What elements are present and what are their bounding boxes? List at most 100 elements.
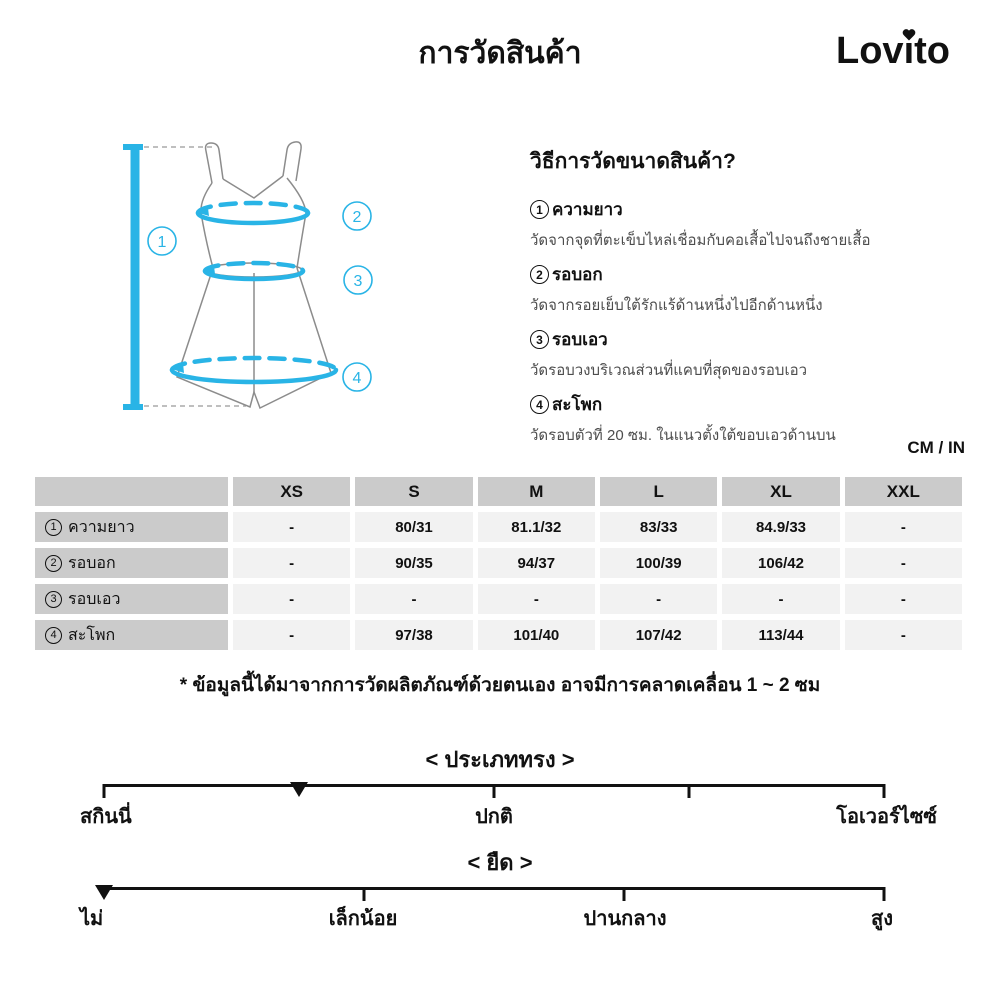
table-cell: -: [844, 512, 962, 542]
scale-tick: [102, 784, 106, 798]
fit-label-oversize: โอเวอร์ไซซ์: [836, 806, 937, 828]
stretch-scale-title: < ยืด >: [467, 850, 533, 875]
table-cell: 90/35: [355, 548, 473, 578]
circled-number-1: 1: [45, 518, 62, 536]
row-header-waist: 3 รอบเอว: [35, 584, 228, 614]
left-side: [200, 182, 214, 269]
row-label: รอบอก: [68, 554, 116, 572]
fit-type-scale-track: [102, 782, 886, 798]
stretch-label-none: ไม่: [80, 908, 104, 930]
table-cell: 107/42: [600, 620, 718, 650]
column-header-l: L: [600, 477, 718, 506]
fit-type-marker-icon: [290, 782, 308, 797]
waist-line-front: [202, 268, 306, 282]
table-cell: 84.9/33: [722, 512, 840, 542]
table-cell: -: [844, 548, 962, 578]
table-cell: -: [355, 584, 473, 614]
guide-item-label: ความยาว: [552, 200, 623, 219]
neckline: [222, 175, 284, 199]
guide-item-label: รอบเอว: [552, 330, 608, 349]
table-cell: 94/37: [477, 548, 595, 578]
table-cell: 106/42: [722, 548, 840, 578]
row-label: สะโพก: [68, 626, 116, 644]
guide-item-desc: วัดรอบตัวที่ 20 ซม. ในแนวตั้งใต้ขอบเอวด้…: [530, 427, 836, 444]
hip-arrowhead: [172, 363, 184, 373]
callout-circle-4: [342, 362, 372, 392]
stretch-marker-icon: [95, 885, 113, 900]
fit-type-scale-title: < ประเภททรง >: [425, 747, 575, 772]
right-side: [286, 177, 307, 269]
scale-tick: [362, 887, 366, 901]
measurement-note: * ข้อมูลนี้ได้มาจากการวัดผลิตภัณฑ์ด้วยตน…: [179, 675, 821, 696]
circled-number-3: 3: [45, 590, 62, 608]
table-cell: -: [233, 584, 351, 614]
fit-label-skinny: สกินนี่: [80, 806, 132, 828]
callout-1: 1: [158, 234, 167, 251]
callout-circle-3: [343, 265, 373, 295]
bust-line-back: [195, 200, 311, 216]
guide-item-length: 1 ความยาว วัดจากจุดที่ตะเข็บไหล่เชื่อมกับ…: [530, 196, 970, 252]
left-strap: [204, 142, 224, 184]
guide-item-desc: วัดจากจุดที่ตะเข็บไหล่เชื่อมกับคอเสื้อไป…: [530, 232, 871, 249]
table-cell: 81.1/32: [477, 512, 595, 542]
table-cell: -: [233, 548, 351, 578]
measurement-guide: วิธีการวัดขนาดสินค้า? 1 ความยาว วัดจากจุด…: [530, 145, 970, 456]
waist-arrowhead: [205, 266, 215, 274]
table-cell: 97/38: [355, 620, 473, 650]
stretch-scale-track: [95, 885, 886, 901]
scale-tick: [882, 784, 886, 798]
table-cell: 100/39: [600, 548, 718, 578]
page-title: การวัดสินค้า: [418, 37, 582, 70]
column-header-xxl: XXL: [844, 477, 962, 506]
stretch-label-high: สูง: [871, 908, 893, 930]
hip-line-front: [169, 367, 339, 385]
row-header-length: 1 ความยาว: [35, 512, 228, 542]
row-label: ความยาว: [68, 518, 135, 536]
fit-label-regular: ปกติ: [475, 806, 513, 828]
guide-item-desc: วัดรอบวงบริเวณส่วนที่แคบที่สุดของรอบเอว: [530, 362, 808, 379]
guide-item-desc: วัดจากรอยเย็บใต้รักแร้ด้านหนึ่งไปอีกด้าน…: [530, 297, 823, 314]
column-header-s: S: [355, 477, 473, 506]
row-header-hip: 4 สะโพก: [35, 620, 228, 650]
table-cell: -: [844, 584, 962, 614]
waist-line-back: [202, 260, 306, 274]
callout-3: 3: [354, 273, 363, 290]
length-measure-line: [123, 144, 143, 410]
brand-logo: Lovı to: [836, 30, 950, 73]
circled-number-4: 4: [45, 626, 62, 644]
circled-number-2: 2: [45, 554, 62, 572]
scale-tick: [882, 887, 886, 901]
scale-tick: [622, 887, 626, 901]
table-cell: 101/40: [477, 620, 595, 650]
bust-arrowhead: [199, 208, 209, 216]
table-corner-cell: [35, 477, 228, 506]
table-cell: 83/33: [600, 512, 718, 542]
circled-number-4: 4: [530, 395, 549, 414]
guide-item-waist: 3 รอบเอว วัดรอบวงบริเวณส่วนที่แคบที่สุดขอ…: [530, 326, 970, 382]
bust-line-front: [195, 210, 311, 226]
guide-item-hip: 4 สะโพก วัดรอบตัวที่ 20 ซม. ในแนวตั้งใต้ข…: [530, 391, 970, 447]
scale-tick: [492, 784, 496, 798]
size-table: XS S M L XL XXL 1 ความยาว - 80/31 81.1/32…: [35, 477, 962, 650]
circled-number-1: 1: [530, 200, 549, 219]
column-header-xs: XS: [233, 477, 351, 506]
row-header-bust: 2 รอบอก: [35, 548, 228, 578]
table-cell: -: [477, 584, 595, 614]
measure-ellipses: [169, 200, 339, 385]
right-strap: [282, 141, 302, 182]
brand-text-suffix: to: [914, 30, 950, 72]
brand-i: ı: [903, 30, 915, 72]
table-cell: -: [600, 584, 718, 614]
callout-circle-2: [342, 201, 372, 231]
diagram-callouts: 1 2 3 4: [147, 201, 373, 392]
guide-item-label: สะโพก: [552, 395, 603, 414]
circled-number-2: 2: [530, 265, 549, 284]
units-label: CM / IN: [907, 438, 965, 457]
table-cell: -: [722, 584, 840, 614]
garment-outline: [176, 141, 332, 410]
table-cell: 80/31: [355, 512, 473, 542]
table-cell: -: [844, 620, 962, 650]
scale-tick: [687, 784, 691, 798]
guide-item-label: รอบอก: [552, 265, 603, 284]
